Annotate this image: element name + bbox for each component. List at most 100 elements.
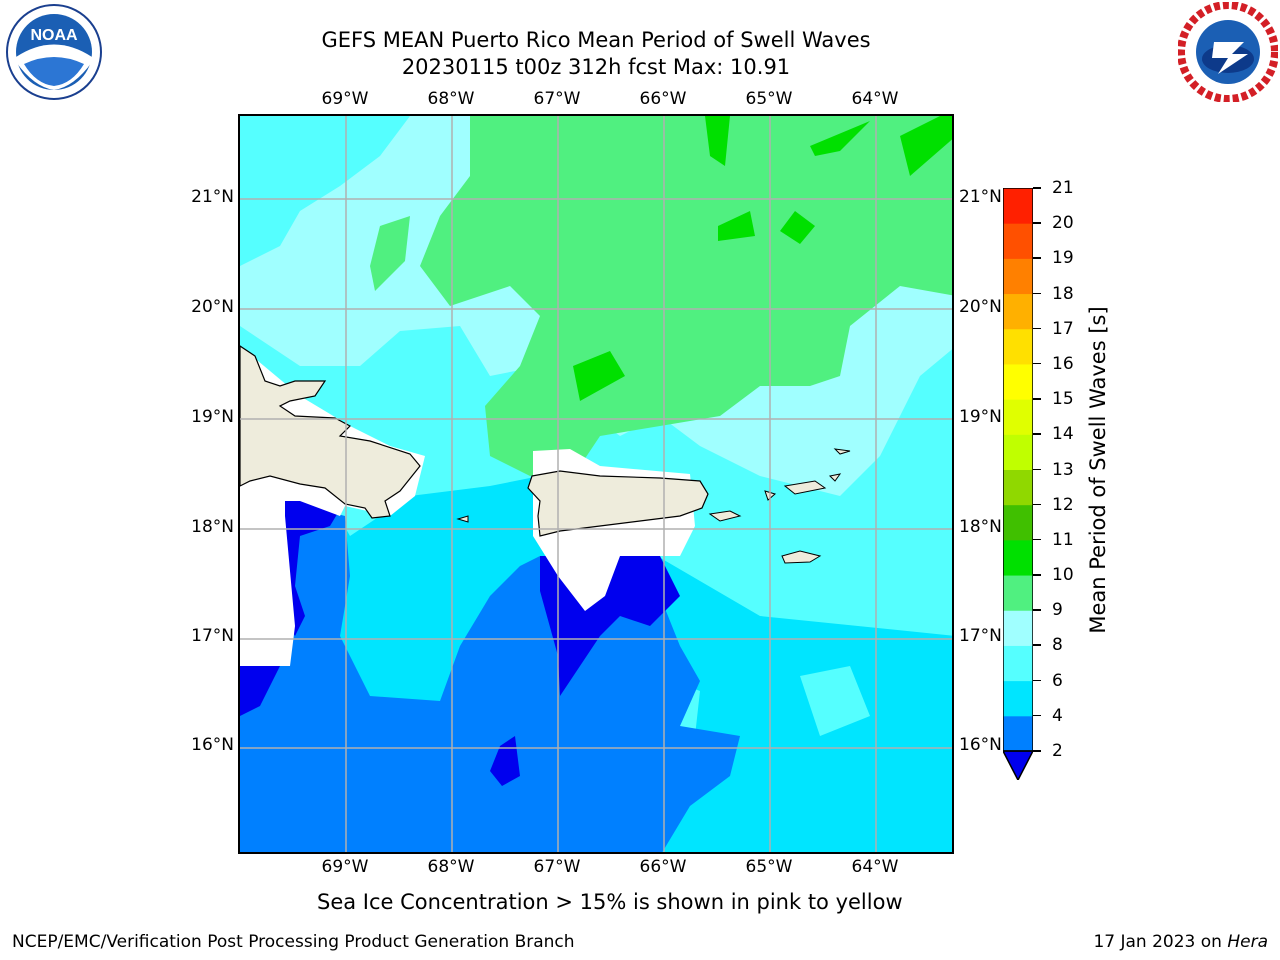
x-tick-bottom-67w: 67°W bbox=[533, 857, 581, 877]
noaa-logo: NOAA bbox=[6, 4, 102, 100]
x-tick-top-69w: 69°W bbox=[321, 89, 369, 109]
land-puerto-rico bbox=[527, 470, 709, 537]
colorbar-tick-label: 16 bbox=[1052, 353, 1074, 374]
colorbar-segment bbox=[1003, 645, 1033, 682]
chart-title: GEFS MEAN Puerto Rico Mean Period of Swe… bbox=[321, 28, 871, 52]
colorbar-tick-label: 9 bbox=[1052, 600, 1063, 621]
colorbar-segment bbox=[1003, 188, 1033, 224]
colorbar-tick-mark bbox=[1033, 433, 1041, 435]
colorbar-tick-label: 19 bbox=[1052, 248, 1074, 269]
colorbar-tick-label: 11 bbox=[1052, 529, 1074, 550]
colorbar-tick-label: 6 bbox=[1052, 670, 1063, 691]
colorbar-tick-mark bbox=[1033, 398, 1041, 400]
colorbar-tick-label: 12 bbox=[1052, 494, 1074, 515]
x-tick-top-66w: 66°W bbox=[639, 89, 687, 109]
colorbar-tick-label: 4 bbox=[1052, 705, 1063, 726]
colorbar-tick-label: 21 bbox=[1052, 178, 1074, 198]
contour-9-10-patch bbox=[370, 216, 410, 291]
swell-period-map bbox=[238, 114, 954, 854]
colorbar-segment bbox=[1003, 363, 1033, 400]
contour-10-11-c bbox=[780, 211, 815, 244]
land-anegada bbox=[833, 448, 851, 455]
y-tick-left-17n: 17°N bbox=[191, 626, 234, 646]
contour-10-11-f bbox=[900, 116, 952, 176]
colorbar-tick-label: 14 bbox=[1052, 424, 1074, 445]
y-tick-right-19n: 19°N bbox=[959, 407, 1002, 427]
sea-ice-note: Sea Ice Concentration > 15% is shown in … bbox=[317, 890, 903, 914]
colorbar-tick-label: 13 bbox=[1052, 459, 1074, 480]
land-hispaniola bbox=[240, 345, 421, 519]
colorbar-tick-mark bbox=[1033, 644, 1041, 646]
contour-9-10 bbox=[420, 116, 952, 476]
y-tick-right-20n: 20°N bbox=[959, 297, 1002, 317]
colorbar-segment bbox=[1003, 680, 1033, 717]
colorbar-segment bbox=[1003, 223, 1033, 259]
y-tick-right-17n: 17°N bbox=[959, 626, 1002, 646]
x-tick-top-65w: 65°W bbox=[745, 89, 793, 109]
x-tick-top-68w: 68°W bbox=[427, 89, 475, 109]
colorbar-tick-label: 15 bbox=[1052, 389, 1074, 410]
footer-date: 17 Jan 2023 on Hera bbox=[1093, 932, 1268, 952]
y-tick-left-16n: 16°N bbox=[191, 735, 234, 755]
colorbar-tick-mark bbox=[1033, 714, 1041, 717]
colorbar-tick-mark bbox=[1033, 187, 1041, 189]
land-vieques bbox=[708, 510, 742, 522]
colorbar-segment bbox=[1003, 575, 1033, 611]
colorbar-tick-mark bbox=[1033, 257, 1041, 259]
colorbar-tick-mark bbox=[1033, 292, 1041, 295]
colorbar-tick-mark bbox=[1033, 609, 1041, 611]
contour-10-11-b bbox=[718, 211, 755, 241]
colorbar-segment bbox=[1003, 469, 1033, 506]
footer-credit: NCEP/EMC/Verification Post Processing Pr… bbox=[12, 932, 575, 952]
x-tick-bottom-65w: 65°W bbox=[745, 857, 793, 877]
colorbar-tick-mark bbox=[1033, 750, 1041, 752]
colorbar-segment bbox=[1003, 293, 1033, 330]
y-tick-left-19n: 19°N bbox=[191, 407, 234, 427]
colorbar-segment bbox=[1003, 328, 1033, 365]
x-tick-bottom-68w: 68°W bbox=[427, 857, 475, 877]
y-tick-left-18n: 18°N bbox=[191, 517, 234, 537]
colorbar-segment bbox=[1003, 258, 1033, 295]
y-tick-right-21n: 21°N bbox=[959, 187, 1002, 207]
colorbar-tick-mark bbox=[1033, 362, 1041, 365]
contour-map bbox=[240, 116, 952, 852]
colorbar-tick-label: 17 bbox=[1052, 318, 1074, 339]
colorbar-tick-mark bbox=[1033, 327, 1041, 330]
x-tick-bottom-69w: 69°W bbox=[321, 857, 369, 877]
y-tick-right-18n: 18°N bbox=[959, 517, 1002, 537]
colorbar-segment bbox=[1003, 504, 1033, 541]
colorbar-extend-arrow bbox=[1003, 750, 1033, 780]
colorbar-tick-mark bbox=[1033, 222, 1041, 224]
footer-date-text: 17 Jan 2023 on bbox=[1093, 932, 1228, 952]
nws-logo bbox=[1178, 2, 1278, 102]
x-tick-bottom-64w: 64°W bbox=[851, 857, 899, 877]
colorbar-tick-label: 8 bbox=[1052, 635, 1063, 656]
land-bvi bbox=[828, 473, 842, 482]
contour-0-2-southwest bbox=[240, 666, 280, 716]
land-st-croix bbox=[781, 550, 822, 564]
colorbar-segment bbox=[1003, 715, 1033, 752]
colorbar-segment bbox=[1003, 539, 1033, 576]
colorbar-tick-label: 2 bbox=[1052, 741, 1063, 761]
y-tick-left-20n: 20°N bbox=[191, 297, 234, 317]
land-st-thomas bbox=[783, 480, 827, 495]
chart-subtitle: 20230115 t00z 312h fcst Max: 10.91 bbox=[401, 55, 791, 79]
colorbar-tick-mark bbox=[1033, 503, 1041, 506]
colorbar-tick-label: 18 bbox=[1052, 283, 1074, 304]
colorbar-segment bbox=[1003, 434, 1033, 470]
colorbar bbox=[1003, 188, 1033, 780]
colorbar-tick-label: 10 bbox=[1052, 565, 1074, 586]
colorbar-tick-mark bbox=[1033, 538, 1041, 541]
y-tick-left-21n: 21°N bbox=[191, 187, 234, 207]
x-tick-bottom-66w: 66°W bbox=[639, 857, 687, 877]
contour-10-11-a bbox=[573, 351, 625, 401]
contour-10-11-e bbox=[810, 121, 870, 156]
land-mona bbox=[456, 515, 469, 523]
y-tick-right-16n: 16°N bbox=[959, 735, 1002, 755]
colorbar-segment bbox=[1003, 610, 1033, 646]
colorbar-tick-mark bbox=[1033, 468, 1041, 470]
x-tick-top-64w: 64°W bbox=[851, 89, 899, 109]
footer-host: Hera bbox=[1227, 932, 1268, 952]
colorbar-frame bbox=[1003, 188, 1033, 752]
colorbar-tick-label: 20 bbox=[1052, 213, 1074, 234]
